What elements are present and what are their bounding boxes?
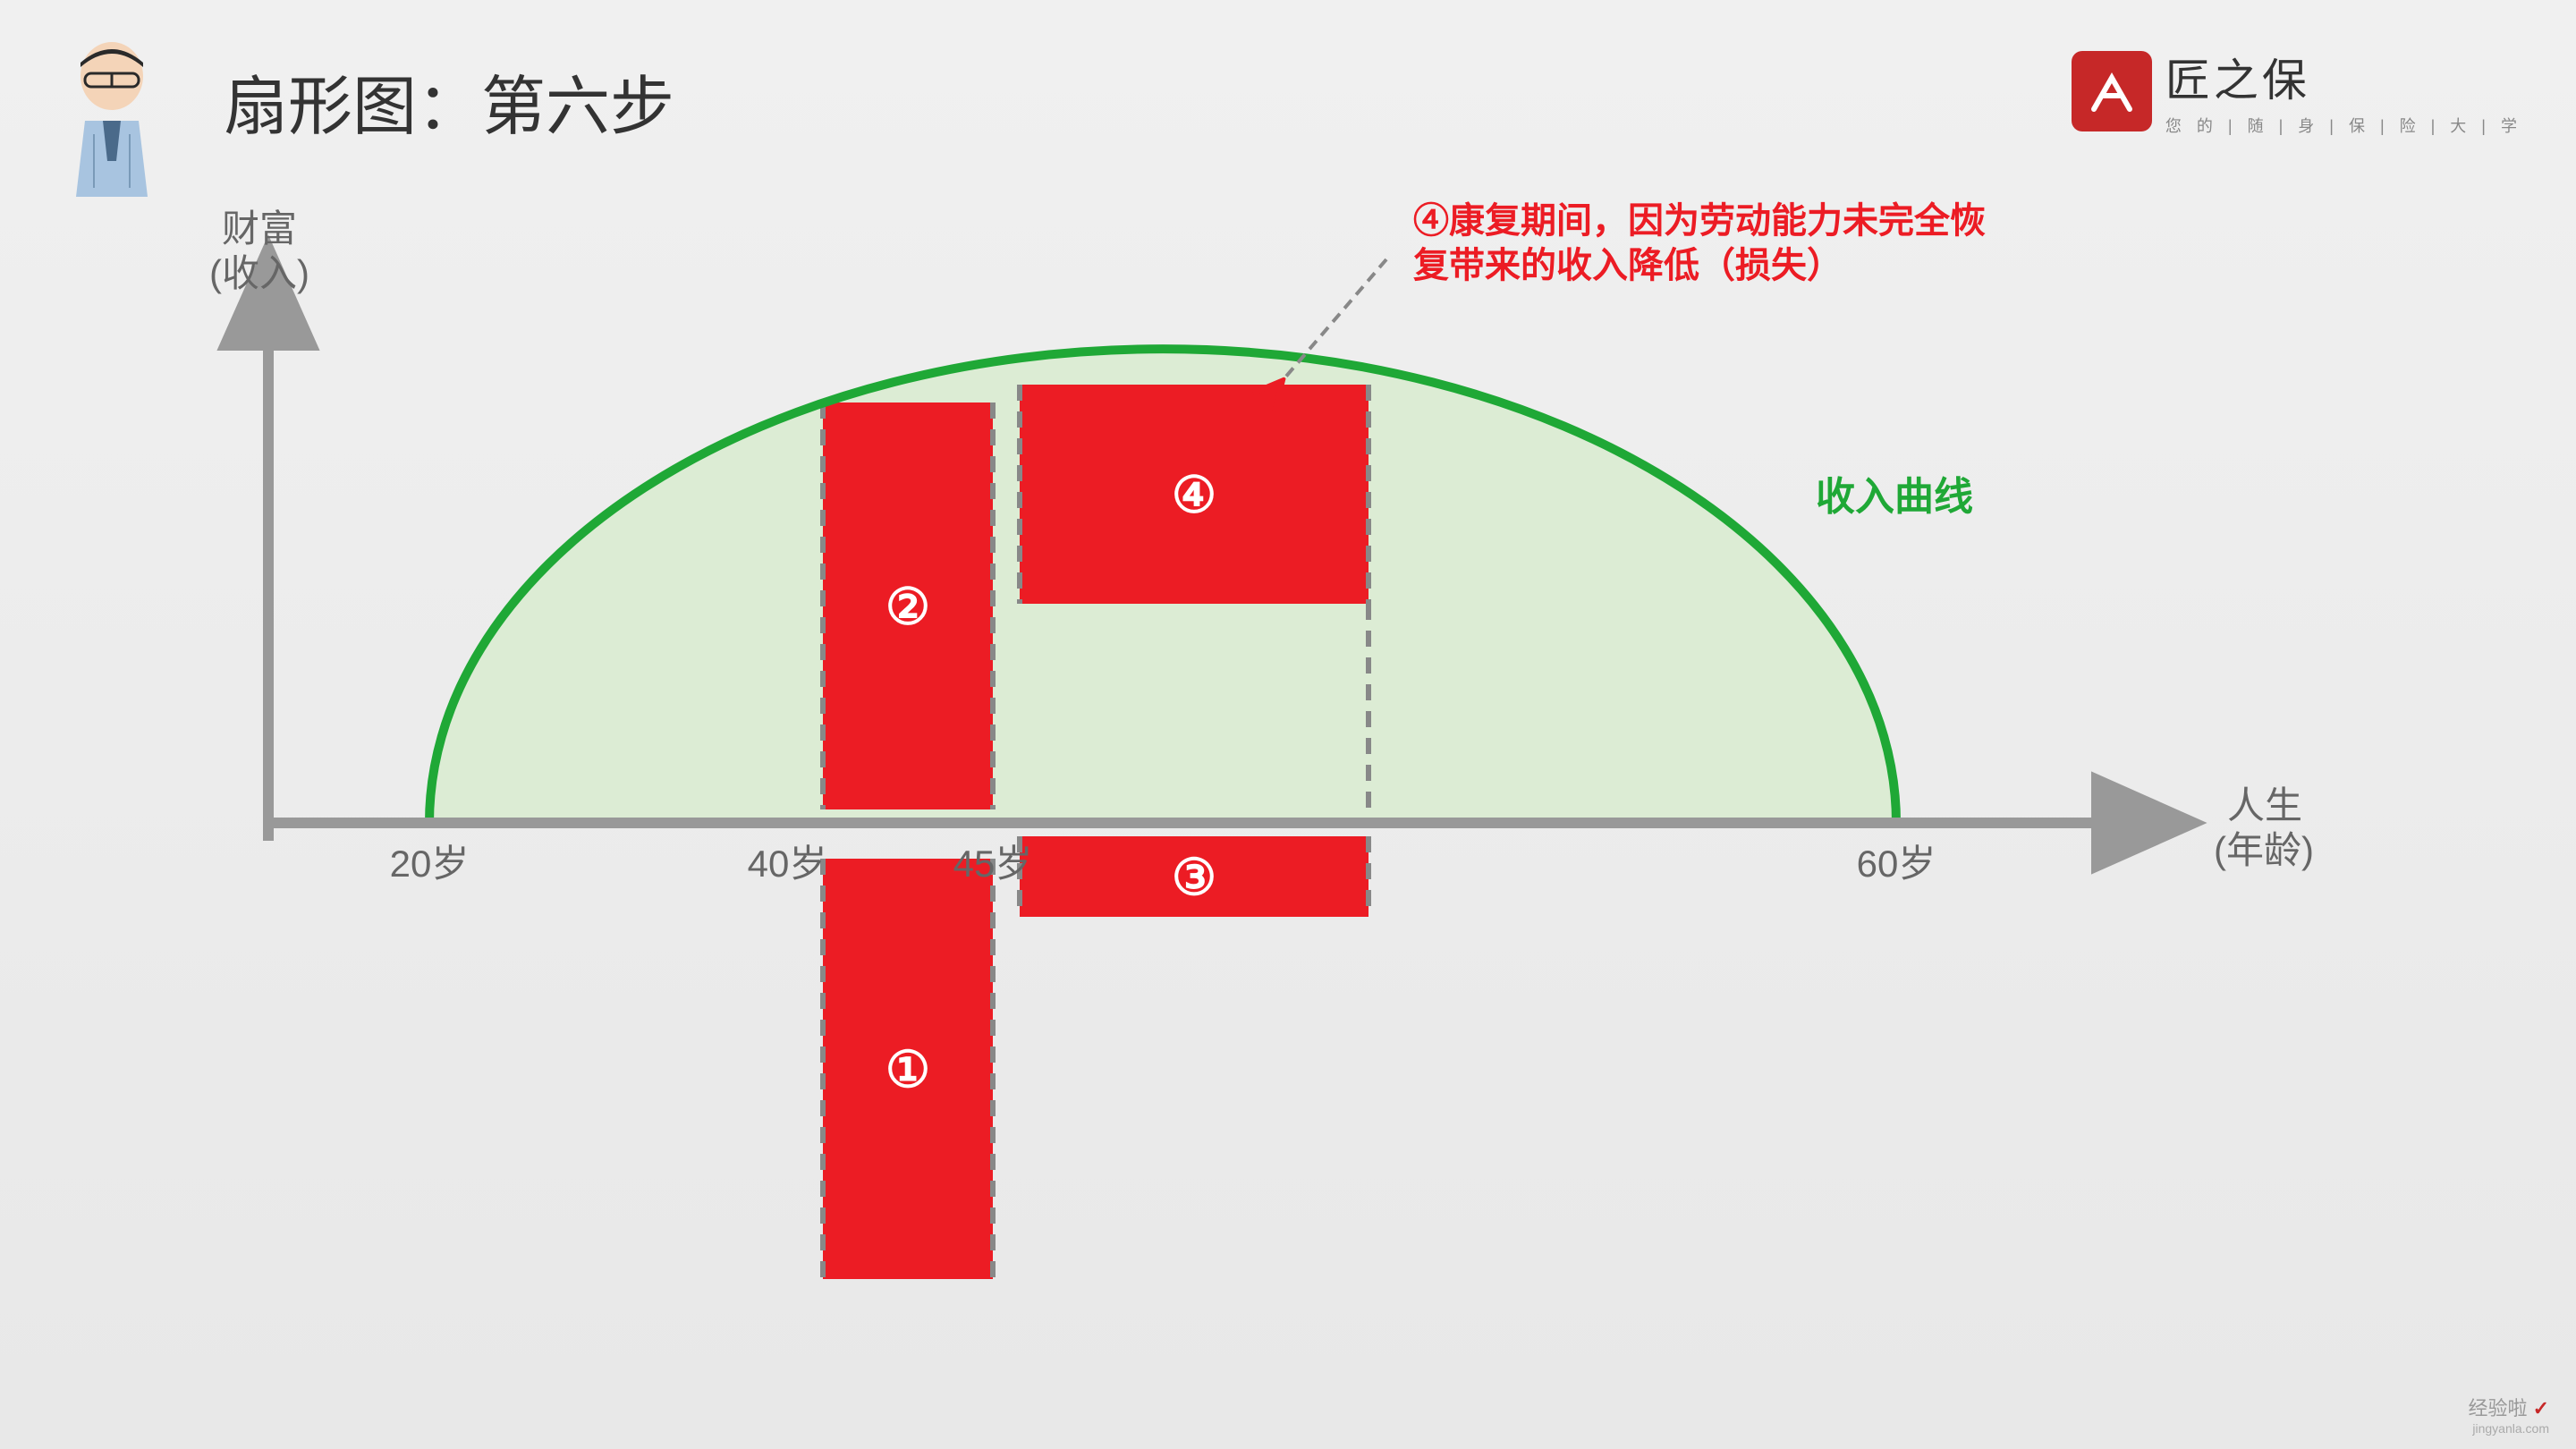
watermark: 经验啦 ✓ jingyanla.com — [2468, 1393, 2549, 1436]
region-3-label: ③ — [1172, 849, 1216, 905]
logo-sub-text: 您 的 | 随 | 身 | 保 | 险 | 大 | 学 — [2165, 114, 2522, 137]
logo-main-text: 匠之保 — [2165, 45, 2522, 109]
x-tick-label: 40岁 — [748, 843, 827, 885]
annotation-line2: 复带来的收入降低（损失） — [1413, 246, 1843, 285]
x-axis-label-1: 人生 — [2227, 784, 2302, 826]
x-tick-label: 60岁 — [1857, 843, 1936, 885]
page-title: 扇形图：第六步 — [224, 54, 674, 148]
brand-logo: 匠之保 您 的 | 随 | 身 | 保 | 险 | 大 | 学 — [2072, 45, 2522, 137]
x-tick-label: 20岁 — [390, 843, 470, 885]
curve-label: 收入曲线 — [1816, 475, 1973, 519]
avatar-icon — [54, 36, 170, 197]
income-curve-diagram: ① ② ③ ④ 财富(收入) 人生(年龄) 20岁 40岁 45岁 60岁 收入曲线 ④康复期间，因为… — [161, 179, 2397, 1386]
x-axis-label-2: (年龄) — [2214, 829, 2314, 871]
annotation-line1: ④康复期间，因为劳动能力未完全恢 — [1413, 200, 1986, 241]
region-1-label: ① — [886, 1041, 930, 1097]
x-tick-label: 45岁 — [953, 843, 1033, 885]
region-4-label: ④ — [1172, 467, 1216, 523]
region-2-label: ② — [886, 579, 930, 635]
y-axis-label-1: 财富 — [222, 208, 297, 250]
logo-icon — [2072, 51, 2152, 131]
y-axis-label-2: (收入) — [209, 252, 309, 294]
